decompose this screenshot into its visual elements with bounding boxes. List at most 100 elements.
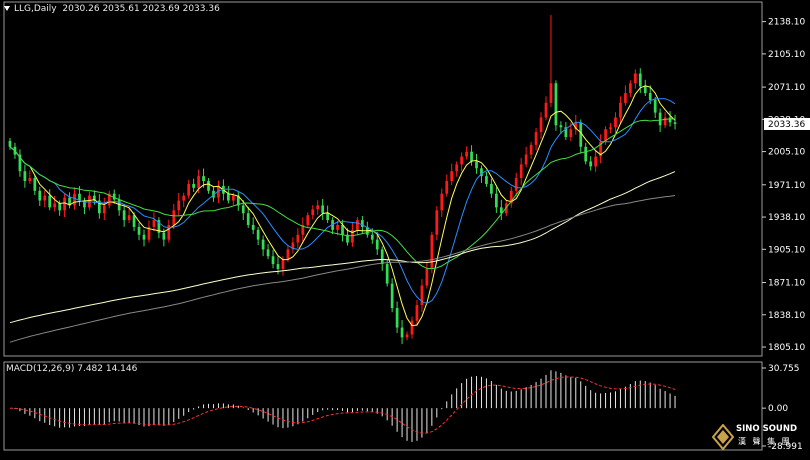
candle-body bbox=[93, 195, 96, 201]
candle-body bbox=[182, 195, 186, 201]
candle-body bbox=[619, 102, 622, 118]
candle-body bbox=[48, 195, 52, 208]
candle-body bbox=[375, 239, 379, 250]
candle-body bbox=[395, 308, 399, 328]
candle-body bbox=[137, 226, 141, 235]
macd-panel-frame bbox=[3, 361, 763, 451]
candle-body bbox=[599, 141, 602, 157]
candle-body bbox=[63, 197, 66, 211]
candle-body bbox=[212, 190, 215, 198]
candle-body bbox=[524, 154, 528, 165]
candle-body bbox=[633, 73, 637, 84]
price-panel-frame bbox=[3, 1, 763, 357]
candle-body bbox=[33, 178, 37, 191]
candle-body bbox=[296, 234, 300, 243]
candle-body bbox=[455, 164, 459, 172]
macd-tick-label: 0.00 bbox=[768, 404, 788, 414]
candle-body bbox=[53, 203, 57, 208]
price-tick-label: 1838.10 bbox=[768, 311, 805, 321]
candle-body bbox=[197, 176, 200, 188]
candle-body bbox=[142, 234, 146, 240]
candle-body bbox=[107, 193, 111, 206]
candle-body bbox=[97, 200, 101, 214]
candle-body bbox=[341, 224, 344, 235]
price-tick-label: 2071.10 bbox=[768, 83, 805, 93]
macd-signal-line bbox=[9, 376, 676, 434]
candle-body bbox=[286, 249, 290, 260]
candle-body bbox=[450, 171, 454, 181]
candle-body bbox=[529, 144, 533, 155]
candle-body bbox=[351, 229, 354, 243]
candle-body bbox=[658, 112, 662, 126]
candle-body bbox=[638, 73, 642, 87]
candle-body bbox=[499, 207, 503, 214]
candle-body bbox=[172, 210, 176, 225]
candle-body bbox=[326, 213, 329, 221]
candle-body bbox=[490, 183, 493, 194]
logo-brand-cn: 漢 聲 集 團 bbox=[738, 437, 792, 446]
candle-body bbox=[147, 226, 151, 240]
ma-line-10 bbox=[9, 98, 676, 305]
price-tick-label: 1871.10 bbox=[768, 279, 805, 289]
ma-line-60 bbox=[9, 171, 676, 324]
candle-body bbox=[534, 132, 538, 145]
ma-line-5 bbox=[9, 85, 676, 327]
candle-body bbox=[400, 327, 404, 338]
collapse-triangle-icon[interactable] bbox=[4, 6, 10, 11]
candle-body bbox=[495, 193, 498, 208]
current-price-box bbox=[764, 117, 810, 130]
candle-body bbox=[276, 264, 280, 269]
candle-body bbox=[485, 176, 488, 184]
candle-body bbox=[356, 220, 359, 230]
macd-tick-label: -28.991 bbox=[768, 442, 803, 452]
candle-body bbox=[579, 122, 583, 147]
candle-body bbox=[301, 224, 305, 235]
candle-body bbox=[43, 195, 47, 201]
candle-body bbox=[336, 224, 339, 230]
candle-body bbox=[177, 200, 181, 211]
candle-body bbox=[420, 285, 424, 306]
candle-body bbox=[475, 161, 478, 169]
price-tick-label: 1971.10 bbox=[768, 181, 805, 191]
candle-body bbox=[271, 256, 275, 265]
candle-body bbox=[132, 215, 136, 227]
candle-body bbox=[162, 232, 166, 240]
candle-body bbox=[78, 193, 81, 201]
candle-body bbox=[346, 234, 349, 243]
candle-body bbox=[157, 220, 161, 233]
candle-body bbox=[112, 193, 116, 200]
candle-body bbox=[648, 93, 652, 100]
candle-body bbox=[256, 229, 260, 240]
candle-body bbox=[122, 210, 126, 221]
candle-body bbox=[217, 185, 220, 198]
candle-body bbox=[609, 127, 612, 130]
candle-body bbox=[480, 168, 483, 177]
price-tick-label: 1905.10 bbox=[768, 245, 805, 255]
candle-body bbox=[509, 190, 513, 204]
candle-body bbox=[227, 193, 230, 201]
candle-body bbox=[207, 181, 210, 191]
candle-body bbox=[514, 178, 518, 191]
logo-brand: SINO SOUND bbox=[736, 424, 798, 434]
candle-body bbox=[460, 156, 463, 165]
candle-body bbox=[554, 83, 558, 126]
candle-body bbox=[38, 190, 42, 201]
macd-tick-label: 30.755 bbox=[768, 364, 800, 374]
candle-body bbox=[569, 129, 573, 138]
ma-line-120 bbox=[9, 195, 676, 343]
price-tick-label: 2138.10 bbox=[768, 18, 805, 28]
candle-body bbox=[8, 140, 12, 147]
candle-body bbox=[261, 239, 265, 250]
candle-body bbox=[311, 209, 315, 216]
candle-body bbox=[624, 93, 627, 103]
candle-body bbox=[430, 234, 434, 269]
candle-body bbox=[465, 151, 468, 157]
candle-body bbox=[68, 197, 71, 206]
candle-body bbox=[564, 127, 568, 138]
candle-body bbox=[266, 249, 270, 257]
candle-body bbox=[440, 193, 444, 211]
macd-label: MACD(12,26,9) bbox=[6, 364, 75, 374]
candle-body bbox=[445, 181, 449, 194]
candle-body bbox=[653, 99, 657, 113]
candle-body bbox=[152, 220, 156, 227]
